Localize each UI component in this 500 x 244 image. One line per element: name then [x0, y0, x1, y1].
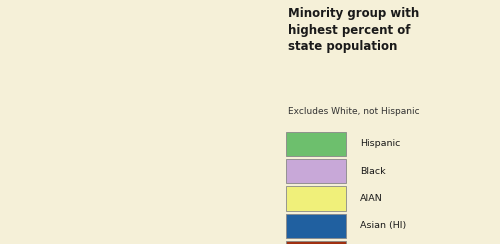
FancyBboxPatch shape [286, 159, 346, 183]
FancyBboxPatch shape [286, 186, 346, 211]
FancyBboxPatch shape [286, 214, 346, 238]
Text: Minority group with
highest percent of
state population: Minority group with highest percent of s… [288, 7, 420, 53]
Text: Hispanic: Hispanic [360, 140, 400, 148]
Text: Excludes White, not Hispanic: Excludes White, not Hispanic [288, 107, 420, 116]
FancyBboxPatch shape [286, 241, 346, 244]
FancyBboxPatch shape [286, 132, 346, 156]
Text: Asian (HI): Asian (HI) [360, 222, 406, 230]
Text: Black: Black [360, 167, 386, 176]
Text: AIAN: AIAN [360, 194, 382, 203]
